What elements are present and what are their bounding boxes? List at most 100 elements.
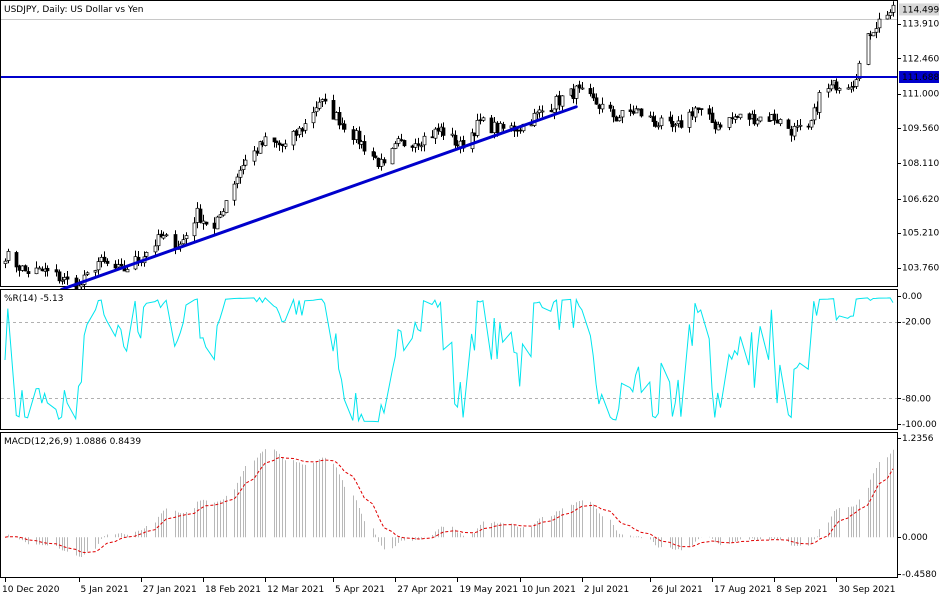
resistance-price-tag [899, 70, 939, 83]
time-tick-label: 8 Sep 2021 [776, 585, 827, 595]
candle-body [789, 128, 794, 136]
candle-body [673, 124, 678, 127]
time-tick-label: 19 May 2021 [459, 585, 518, 595]
candle-body [834, 81, 839, 91]
candle-body [580, 87, 585, 90]
time-tick-label: 12 Mar 2021 [267, 585, 324, 595]
candle-body [472, 132, 477, 137]
candle-body [382, 159, 387, 164]
candle-body [498, 123, 503, 134]
candle-body [636, 108, 641, 111]
williams-tick-label: -80.00 [902, 394, 931, 404]
candle-body [85, 272, 90, 275]
time-tick-label: 5 Jan 2021 [81, 585, 129, 595]
candle-body [718, 124, 723, 128]
time-tick-label: 5 Apr 2021 [335, 585, 385, 595]
candle-body [430, 136, 435, 139]
price-tick-label: 111.000 [902, 90, 939, 100]
williams-tick-label: -100.00 [902, 420, 937, 430]
candle-body [540, 110, 545, 113]
candle-body [54, 269, 59, 273]
candle-body [153, 245, 158, 253]
candle-body [772, 113, 777, 121]
candle-body [362, 141, 367, 152]
candle-body [571, 88, 576, 100]
candle-body [113, 263, 118, 269]
candle-body [752, 114, 757, 125]
candle-body [311, 111, 316, 124]
candle-body [727, 117, 732, 128]
candle-body [337, 112, 342, 126]
candle-body [198, 208, 203, 223]
candle-body [866, 33, 871, 65]
candle-body [758, 116, 763, 122]
candle-body [594, 97, 599, 105]
price-tick-label: 112.460 [902, 54, 939, 64]
candle-body [260, 142, 265, 146]
candle-body [478, 119, 483, 122]
candle-body [241, 165, 246, 170]
candle-body [334, 112, 339, 121]
candle-body [192, 222, 197, 237]
candle-body [37, 267, 42, 270]
macd-tick-label: 0.000 [902, 533, 928, 543]
price-tick-label: 108.110 [902, 159, 939, 169]
candle-body [628, 109, 633, 112]
candle-body [399, 139, 404, 141]
candle-body [376, 157, 381, 167]
candle-body [529, 124, 534, 127]
candle-body [396, 138, 401, 144]
time-tick-label: 18 Feb 2021 [205, 585, 261, 595]
candle-body [639, 108, 644, 117]
price-pane-frame [0, 0, 898, 287]
candle-body [116, 264, 121, 268]
candle-body [648, 115, 653, 118]
candle-body [755, 119, 760, 125]
time-tick-label: 26 Jul 2021 [652, 585, 703, 595]
williams-axis: 0.00 -20.00 -80.00 -100.00 [897, 292, 937, 430]
candle-body [212, 222, 217, 229]
candle-body [125, 269, 130, 273]
candle-body [201, 220, 206, 224]
price-axis: 114.499 113.910 112.460 111.688 111.000 109.5… [897, 3, 939, 274]
price-tick-label: 114.499 [902, 5, 939, 15]
candle-body [164, 234, 169, 237]
time-tick-label: 10 Jun 2021 [522, 585, 576, 595]
candle-body [532, 112, 537, 126]
williams-label: %R(14) -5.13 [4, 294, 63, 304]
candle-body [252, 150, 257, 162]
candle-body [232, 183, 237, 201]
macd-signal-line [4, 456, 894, 554]
macd-tick-label: -0.4580 [902, 570, 937, 580]
candle-body [181, 239, 186, 245]
candle-body [419, 145, 424, 148]
candle-body [798, 124, 803, 127]
macd-pane-frame [0, 432, 898, 578]
price-tick-label: 103.760 [902, 264, 939, 274]
candle-body [277, 142, 282, 146]
candle-body [597, 104, 602, 109]
candle-body [670, 120, 675, 128]
candle-body [102, 256, 107, 263]
candle-body [373, 155, 378, 158]
candle-body [475, 119, 480, 136]
candle-body [857, 62, 862, 79]
candle-body [489, 117, 494, 134]
candle-body [243, 159, 248, 166]
candle-body [96, 261, 101, 271]
candle-body [17, 265, 22, 271]
candle-body [413, 143, 418, 148]
macd-axis: 1.2356 0.000 -0.4580 [897, 434, 937, 580]
candle-body [6, 251, 11, 261]
williams-tick-label: 0.00 [902, 292, 922, 302]
candle-body [846, 87, 851, 90]
candle-body [331, 100, 336, 120]
price-tick-label: 113.910 [902, 20, 939, 30]
candle-body [300, 128, 305, 132]
candle-body [65, 276, 70, 280]
candle-body [280, 143, 285, 147]
candle-body [450, 133, 455, 136]
williams-tick-label: -20.00 [902, 318, 931, 328]
candle-body [359, 141, 364, 145]
